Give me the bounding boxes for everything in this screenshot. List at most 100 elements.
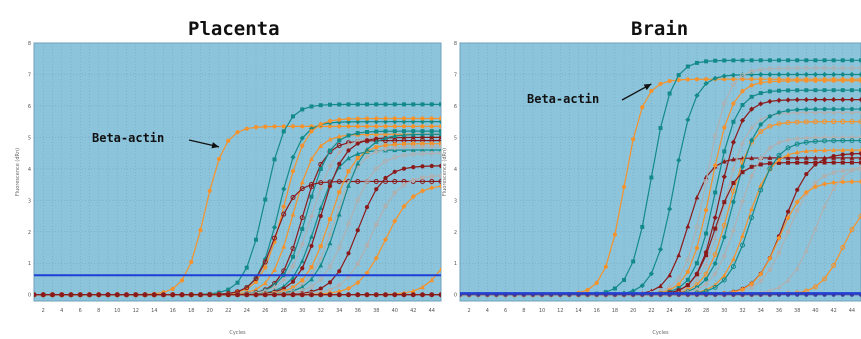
data-point [401,166,407,171]
data-point [840,174,846,179]
data-point [703,178,709,184]
data-point [290,169,296,174]
data-point [373,178,379,184]
data-point [794,155,800,160]
data-point [731,58,736,63]
data-point [411,129,416,134]
data-point [337,292,342,297]
data-point [355,228,360,233]
x-tick-label: 12 [557,308,563,314]
data-point [281,292,286,297]
data-point [281,186,287,192]
data-point [336,204,342,210]
data-point [420,147,425,152]
data-point [758,155,764,161]
data-point [438,135,441,140]
data-point [840,97,846,103]
data-point [318,255,324,262]
data-point [429,131,435,137]
data-point [290,292,296,297]
data-point [355,280,361,286]
data-point [355,102,360,107]
data-point [300,124,305,129]
data-point [603,264,608,269]
data-point [272,235,277,241]
data-point [749,285,754,290]
data-point [767,155,773,160]
data-point [785,78,791,84]
data-point [730,139,737,145]
data-point [813,109,818,115]
x-tick-label: 18 [188,308,194,314]
data-point [822,160,827,165]
data-point [392,190,397,195]
x-tick-label: 2 [42,308,45,314]
data-point [676,73,681,78]
data-point [712,284,718,290]
data-point [346,155,351,161]
data-point [392,133,398,139]
data-point [133,292,138,297]
data-point [281,204,286,209]
data-point [712,133,718,139]
data-point [858,147,861,152]
data-point [858,213,861,219]
data-point [429,174,434,179]
data-point [822,107,827,112]
data-point [694,276,700,282]
y-tick-label: 7 [454,72,457,78]
data-point [328,148,332,153]
data-point [299,284,305,290]
data-point [840,168,845,173]
data-point [318,205,324,211]
data-point [401,292,407,297]
data-point [355,197,361,203]
data-point [299,241,305,247]
data-point [420,141,425,146]
data-point [300,266,305,271]
data-point [328,287,332,292]
data-point [667,78,672,84]
data-point [713,261,718,266]
data-point [831,78,836,83]
y-axis-label: Fluorescence (dRn) [15,148,21,196]
data-point [840,109,846,115]
data-point [207,188,212,194]
data-point [758,129,764,135]
data-point [694,224,700,230]
data-point [730,188,736,194]
data-point [189,259,194,265]
data-point [749,215,755,221]
data-point [722,200,727,205]
data-point [612,232,618,237]
data-point [337,138,342,143]
data-point [676,157,682,163]
data-point [767,66,773,72]
data-point [840,78,845,83]
data-point [758,71,764,78]
data-point [667,272,673,278]
data-point [822,276,828,282]
x-tick-label: 28 [703,308,709,314]
data-point [327,231,333,238]
data-point [749,138,754,143]
data-point [776,139,782,146]
data-point [667,91,672,96]
x-tick-label: 6 [79,308,82,314]
data-point [794,119,800,125]
data-point [749,155,755,161]
data-point [420,102,425,107]
data-point [849,78,854,83]
data-point [822,156,827,162]
data-point [374,124,379,129]
data-point [849,106,854,112]
data-point [676,282,681,287]
data-point [703,271,709,277]
data-point [328,102,332,107]
data-point [813,162,818,167]
x-tick-label: 32 [739,308,745,314]
data-point [840,71,846,78]
data-point [290,279,296,284]
data-point [785,108,791,113]
data-point [858,119,861,125]
